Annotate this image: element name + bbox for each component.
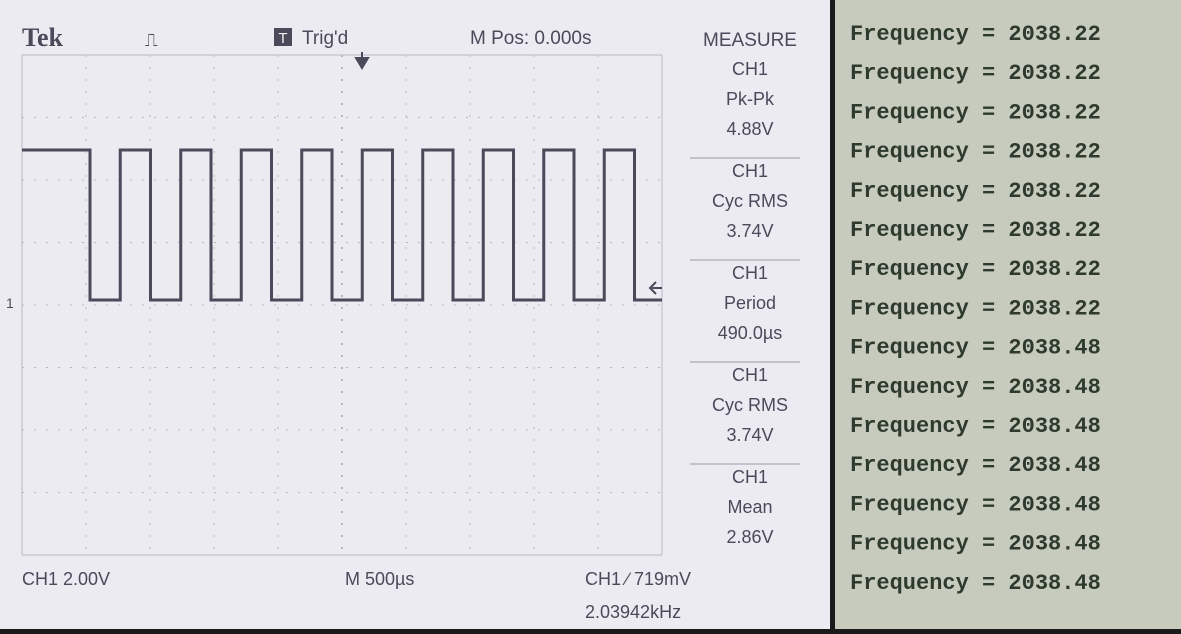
serial-line: Frequency = 2038.48 bbox=[850, 453, 1101, 478]
measure-value: 3.74V bbox=[726, 221, 773, 241]
serial-line: Frequency = 2038.48 bbox=[850, 414, 1101, 439]
serial-line: Frequency = 2038.22 bbox=[850, 61, 1101, 86]
serial-line: Frequency = 2038.22 bbox=[850, 140, 1101, 165]
measure-channel: CH1 bbox=[732, 161, 768, 181]
measure-value: 2.86V bbox=[726, 527, 773, 547]
menu-title: MEASURE bbox=[703, 30, 797, 51]
measure-label: Mean bbox=[727, 497, 772, 517]
measure-value: 4.88V bbox=[726, 119, 773, 139]
channel-scale: CH1 2.00V bbox=[22, 569, 110, 589]
serial-line: Frequency = 2038.22 bbox=[850, 22, 1101, 47]
trigger-status: Trig'd bbox=[302, 28, 348, 49]
measure-channel: CH1 bbox=[732, 467, 768, 487]
serial-line: Frequency = 2038.22 bbox=[850, 296, 1101, 321]
page: Tek ⎍ T Trig'd M Pos: 0.000s MEASURE 1 C… bbox=[0, 0, 1181, 629]
channel-marker: 1 bbox=[6, 295, 14, 311]
mode-icon: ⎍ bbox=[145, 30, 158, 50]
measure-channel: CH1 bbox=[732, 263, 768, 283]
timebase: M 500µs bbox=[345, 569, 414, 589]
measure-label: Period bbox=[724, 293, 776, 313]
serial-line: Frequency = 2038.48 bbox=[850, 375, 1101, 400]
trigger-icon: T bbox=[278, 30, 287, 47]
measure-value: 490.0µs bbox=[718, 323, 782, 343]
serial-line: Frequency = 2038.48 bbox=[850, 532, 1101, 557]
measure-label: Cyc RMS bbox=[712, 395, 788, 415]
serial-line: Frequency = 2038.22 bbox=[850, 218, 1101, 243]
frequency-readout: 2.03942kHz bbox=[585, 602, 681, 622]
measure-channel: CH1 bbox=[732, 59, 768, 79]
screen: Tek ⎍ T Trig'd M Pos: 0.000s MEASURE 1 C… bbox=[0, 0, 1181, 629]
trigger-level: CH1 ∕ 719mV bbox=[585, 569, 691, 589]
measure-label: Cyc RMS bbox=[712, 191, 788, 211]
serial-line: Frequency = 2038.22 bbox=[850, 179, 1101, 204]
serial-line: Frequency = 2038.48 bbox=[850, 571, 1101, 596]
measure-channel: CH1 bbox=[732, 365, 768, 385]
serial-lines: Frequency = 2038.22 Frequency = 2038.22 Fr… bbox=[850, 22, 1101, 596]
serial-line: Frequency = 2038.22 bbox=[850, 100, 1101, 125]
serial-line: Frequency = 2038.48 bbox=[850, 492, 1101, 517]
position: M Pos: 0.000s bbox=[470, 28, 591, 49]
brand: Tek bbox=[22, 23, 63, 52]
measure-value: 3.74V bbox=[726, 425, 773, 445]
serial-line: Frequency = 2038.48 bbox=[850, 336, 1101, 361]
scope-screen bbox=[0, 0, 830, 629]
serial-line: Frequency = 2038.22 bbox=[850, 257, 1101, 282]
measure-label: Pk-Pk bbox=[726, 89, 775, 109]
